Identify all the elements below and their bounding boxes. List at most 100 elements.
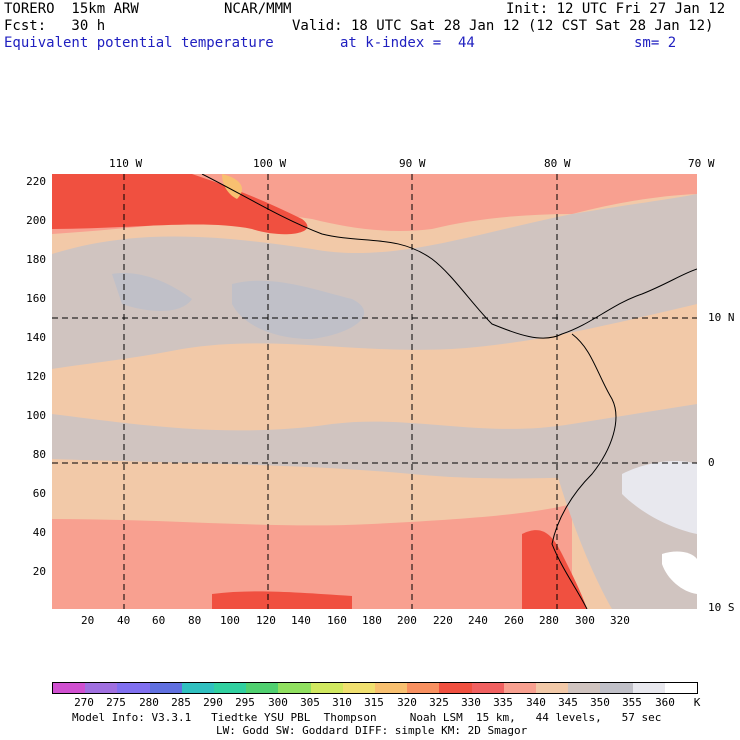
gray-patch-west [112,273,192,311]
x-tick: 280 [539,614,559,627]
gray-patch-center [232,280,365,339]
hot-strip-peru [522,530,587,609]
colorbar-label: 300 [268,696,288,709]
warm-strip-south [52,504,572,609]
colorbar-swatch [503,683,537,693]
y-tick: 60 [32,487,46,500]
x-tick: 200 [397,614,417,627]
field-name: Equivalent potential temperature [4,35,274,51]
colorbar-label: 325 [429,696,449,709]
colorbar-swatch [536,683,569,693]
colorbar-swatch [53,683,86,693]
colorbar-label: 360 [655,696,675,709]
colorbar-swatch [117,683,150,693]
colorbar-swatch [181,683,215,693]
coastline-central-america [201,174,697,339]
forecast-hour: Fcst: 30 h [4,18,106,34]
map-panel [52,174,697,609]
colorbar-label: 320 [397,696,417,709]
colorbar-label: 340 [526,696,546,709]
cool-patch-andes [622,461,697,534]
hot-strip-south [212,591,352,609]
gray-band-north [52,194,697,369]
x-tick: 300 [575,614,595,627]
hot-patch-mexico [52,174,308,235]
init-time: Init: 12 UTC Fri 27 Jan 12 [506,1,726,17]
colorbar-label: 285 [171,696,191,709]
colorbar-swatch [664,683,698,693]
colorbar-label: 275 [106,696,126,709]
x-tick: 240 [468,614,488,627]
x-tick: 80 [188,614,202,627]
colorbar-label: 315 [364,696,384,709]
colorbar-swatch [85,683,118,693]
coastline-south-america [551,333,617,609]
y-tick: 200 [26,214,46,227]
colorbar-swatch [342,683,376,693]
x-tick: 120 [256,614,276,627]
x-tick: 180 [362,614,382,627]
y-tick: 220 [26,175,46,188]
x-tick: 40 [117,614,131,627]
center-name: NCAR/MMM [224,1,292,17]
cool-patch-south [662,551,697,594]
model-name: TORERO 15km ARW [4,1,139,17]
lat-label-0: 0 [708,456,715,469]
colorbar-swatch [568,683,601,693]
colorbar-swatch [310,683,343,693]
colorbar-swatch [600,683,633,693]
lon-label-110w: 110 W [109,157,143,170]
colorbar-swatch [246,683,279,693]
y-tick: 20 [32,565,46,578]
lat-label-10s: 10 S [708,601,735,614]
colorbar-swatch [278,683,311,693]
level-info: at k-index = 44 [340,35,475,51]
colorbar-label: 350 [590,696,610,709]
lon-label-100w: 100 W [253,157,287,170]
colorbar-label: 305 [300,696,320,709]
colorbar-swatch [632,683,665,693]
colorbar-label: 335 [493,696,513,709]
y-tick: 120 [26,370,46,383]
valid-time: Valid: 18 UTC Sat 28 Jan 12 (12 CST Sat … [292,18,714,34]
model-info-line2: LW: Godd SW: Goddard DIFF: simple KM: 2D… [216,724,528,737]
x-tick: 160 [327,614,347,627]
x-tick: 140 [291,614,311,627]
x-tick: 100 [220,614,240,627]
y-tick: 180 [26,253,46,266]
model-info-line1: Model Info: V3.3.1 Tiedtke YSU PBL Thomp… [72,711,662,724]
x-tick: 320 [610,614,630,627]
colorbar-label: 290 [203,696,223,709]
colorbar-swatch [149,683,182,693]
colorbar-swatch [407,683,440,693]
y-tick: 100 [26,409,46,422]
y-tick: 160 [26,292,46,305]
colorbar-label: 295 [235,696,255,709]
colorbar [52,682,698,694]
colorbar-swatch [214,683,247,693]
x-tick: 220 [433,614,453,627]
y-tick: 40 [32,526,46,539]
colorbar-label: 345 [558,696,578,709]
temperature-field [52,174,697,609]
x-tick: 20 [81,614,95,627]
y-tick: 140 [26,331,46,344]
colorbar-swatch [439,683,472,693]
lon-label-90w: 90 W [399,157,426,170]
graticule [52,174,697,609]
x-tick: 60 [152,614,166,627]
x-tick: 260 [504,614,524,627]
colorbar-swatch [471,683,504,693]
colorbar-swatch [375,683,408,693]
colorbar-unit: K [693,696,701,709]
colorbar-label: 310 [332,696,352,709]
colorbar-label: 330 [461,696,481,709]
colorbar-label: 270 [74,696,94,709]
colorbar-label: 355 [622,696,642,709]
smoothing-info: sm= 2 [634,35,677,51]
lon-label-80w: 80 W [544,157,571,170]
lon-label-70w: 70 W [688,157,715,170]
y-tick: 80 [32,448,46,461]
lat-label-10n: 10 N [708,311,735,324]
colorbar-label: 280 [139,696,159,709]
